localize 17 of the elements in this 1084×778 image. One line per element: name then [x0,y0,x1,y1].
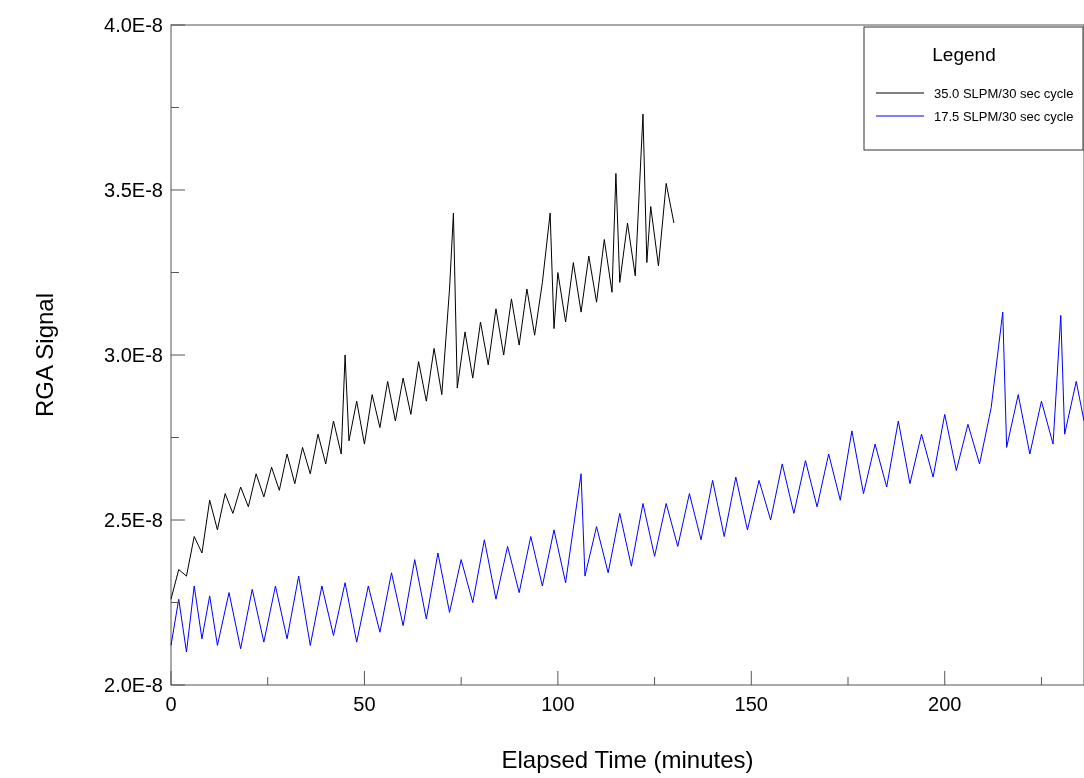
y-tick-label: 3.5E-8 [104,179,163,201]
x-tick-label: 50 [353,693,376,715]
y-tick-label: 4.0E-8 [104,14,163,36]
legend-title: Legend [932,44,996,65]
x-tick-label: 100 [541,693,575,715]
x-tick-label: 150 [734,693,768,715]
y-axis-title: RGA Signal [31,292,58,418]
x-tick-label: 200 [928,693,962,715]
x-axis-title: Elapsed Time (minutes) [501,746,754,773]
legend-label: 35.0 SLPM/30 sec cycle [934,86,1074,101]
y-tick-label: 3.0E-8 [104,344,163,366]
x-tick-label: 0 [165,693,177,715]
line-series [170,113,675,600]
y-tick-label: 2.5E-8 [104,509,163,531]
legend-label: 17.5 SLPM/30 sec cycle [934,109,1074,124]
line-series [170,311,1084,653]
y-tick-label: 2.0E-8 [104,674,163,696]
